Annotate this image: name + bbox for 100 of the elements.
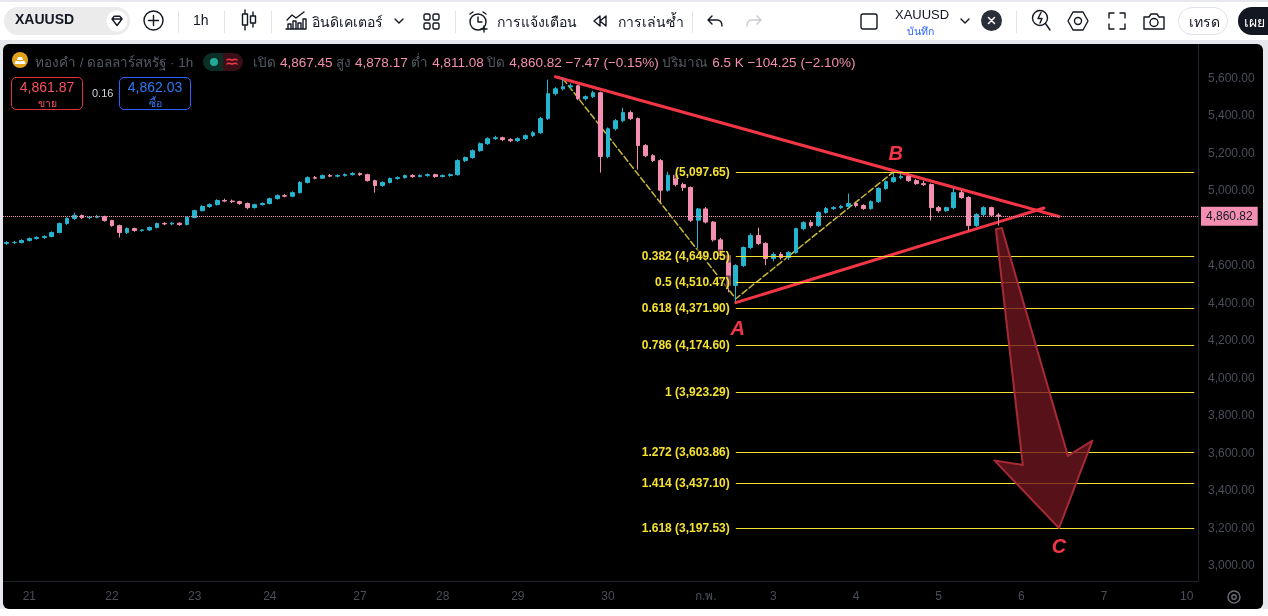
candlestick bbox=[463, 155, 468, 163]
candlestick bbox=[628, 110, 633, 121]
candlestick bbox=[140, 228, 144, 233]
candlestick bbox=[380, 180, 385, 188]
candlestick bbox=[741, 245, 746, 268]
candlestick bbox=[531, 130, 535, 138]
text: การแจ้งเตือน bbox=[497, 13, 577, 32]
candlestick bbox=[95, 214, 99, 219]
candlestick bbox=[125, 226, 129, 235]
candlestick bbox=[666, 171, 670, 193]
candlestick bbox=[711, 220, 716, 243]
candlestick bbox=[305, 175, 310, 184]
y-tick-label: 5,600.00 bbox=[1208, 70, 1256, 85]
ref-line-label: 1.618 (3,197.53) bbox=[641, 521, 730, 536]
candlestick bbox=[794, 227, 798, 255]
annotation: A bbox=[729, 316, 746, 339]
x-tick-label: 30 bbox=[601, 589, 616, 603]
candlestick bbox=[320, 173, 325, 180]
annotation: 4,861.87 bbox=[19, 79, 75, 95]
x-tick-label: 21 bbox=[22, 589, 37, 603]
annotation: ซื้อ bbox=[148, 95, 162, 111]
candlestick bbox=[192, 209, 197, 219]
candlestick bbox=[110, 219, 114, 228]
candlestick bbox=[470, 148, 475, 160]
candlestick bbox=[162, 221, 167, 226]
text: XAUUSD bbox=[895, 7, 950, 22]
candlestick bbox=[861, 203, 866, 211]
candlestick bbox=[538, 116, 543, 135]
candlestick bbox=[185, 215, 189, 226]
candlestick bbox=[899, 172, 903, 180]
candlestick bbox=[636, 116, 640, 171]
candlestick bbox=[222, 198, 227, 203]
candlestick bbox=[200, 204, 205, 213]
candlestick bbox=[846, 193, 851, 209]
candlestick bbox=[621, 107, 625, 123]
y-tick-label: 4,400.00 bbox=[1208, 295, 1256, 310]
candlestick bbox=[275, 193, 280, 201]
x-tick-label: ก.พ. bbox=[694, 589, 717, 603]
candlestick bbox=[598, 91, 603, 174]
y-tick-label: 3,600.00 bbox=[1208, 445, 1256, 460]
candlestick bbox=[65, 216, 69, 226]
candlestick bbox=[335, 173, 340, 178]
candlestick bbox=[816, 210, 821, 228]
candlestick bbox=[936, 205, 941, 214]
candlestick bbox=[207, 202, 212, 209]
candlestick bbox=[358, 172, 362, 177]
candlestick bbox=[410, 173, 415, 179]
candlestick bbox=[651, 153, 655, 163]
candlestick bbox=[891, 171, 896, 184]
candlestick bbox=[561, 78, 565, 91]
y-tick-label: 4,000.00 bbox=[1208, 370, 1256, 385]
candlestick bbox=[831, 205, 836, 211]
candlestick bbox=[696, 207, 701, 249]
candlestick bbox=[809, 219, 813, 229]
x-tick-label: 6 bbox=[1018, 589, 1026, 603]
candlestick bbox=[493, 135, 498, 141]
candlestick bbox=[876, 186, 881, 204]
candlestick bbox=[49, 230, 54, 238]
candlestick bbox=[914, 178, 919, 186]
candlestick bbox=[215, 198, 220, 207]
candlestick bbox=[906, 174, 911, 183]
candlestick bbox=[643, 143, 648, 158]
candlestick bbox=[350, 171, 355, 177]
text: เปิด 4,867.45 สูง 4,878.17 ต่ำ 4,811.08 ปิด 4,860.82 −7.47 (−0.15%) ปริมาณ 6.5 K −104.25 (−2.10%) bbox=[253, 55, 856, 70]
ref-line-label: 0.5 (4,510.47) bbox=[655, 274, 730, 289]
candlestick bbox=[245, 202, 250, 210]
ref-line-label: 4,860.82 bbox=[1206, 209, 1254, 224]
candlestick bbox=[553, 86, 558, 97]
x-tick-label: 29 bbox=[511, 589, 525, 603]
x-tick-label: 5 bbox=[935, 589, 943, 603]
candlestick bbox=[869, 199, 873, 211]
text: ทองคำ / ดอลลาร์สหรัฐ · 1h bbox=[35, 54, 194, 73]
candlestick bbox=[824, 206, 828, 215]
y-tick-label: 3,800.00 bbox=[1208, 408, 1256, 423]
candlestick bbox=[27, 236, 32, 243]
annotation: ขาย bbox=[37, 96, 57, 111]
candlestick bbox=[546, 79, 550, 121]
candlestick bbox=[801, 220, 806, 231]
candlestick bbox=[373, 179, 377, 194]
candlestick bbox=[658, 158, 663, 204]
candlestick bbox=[974, 212, 979, 228]
candlestick bbox=[756, 227, 761, 246]
candlestick bbox=[313, 175, 317, 180]
y-tick-label: 3,200.00 bbox=[1208, 520, 1256, 535]
candlestick bbox=[981, 205, 986, 217]
candlestick bbox=[591, 90, 595, 99]
annotation: B bbox=[888, 141, 903, 164]
x-tick-label: 3 bbox=[770, 589, 778, 603]
candlestick bbox=[147, 226, 152, 232]
y-tick-label: 3,000.00 bbox=[1208, 558, 1256, 573]
candlestick bbox=[839, 204, 843, 210]
candlestick bbox=[230, 199, 235, 204]
candlestick bbox=[267, 197, 272, 205]
text: XAUUSD bbox=[15, 11, 75, 27]
candlestick bbox=[568, 82, 573, 90]
text: 1h bbox=[193, 12, 209, 28]
candlestick bbox=[155, 221, 159, 229]
candlestick bbox=[921, 180, 926, 187]
ref-line-label: 1.272 (3,603.86) bbox=[641, 444, 730, 459]
x-tick-label: 23 bbox=[187, 589, 202, 603]
